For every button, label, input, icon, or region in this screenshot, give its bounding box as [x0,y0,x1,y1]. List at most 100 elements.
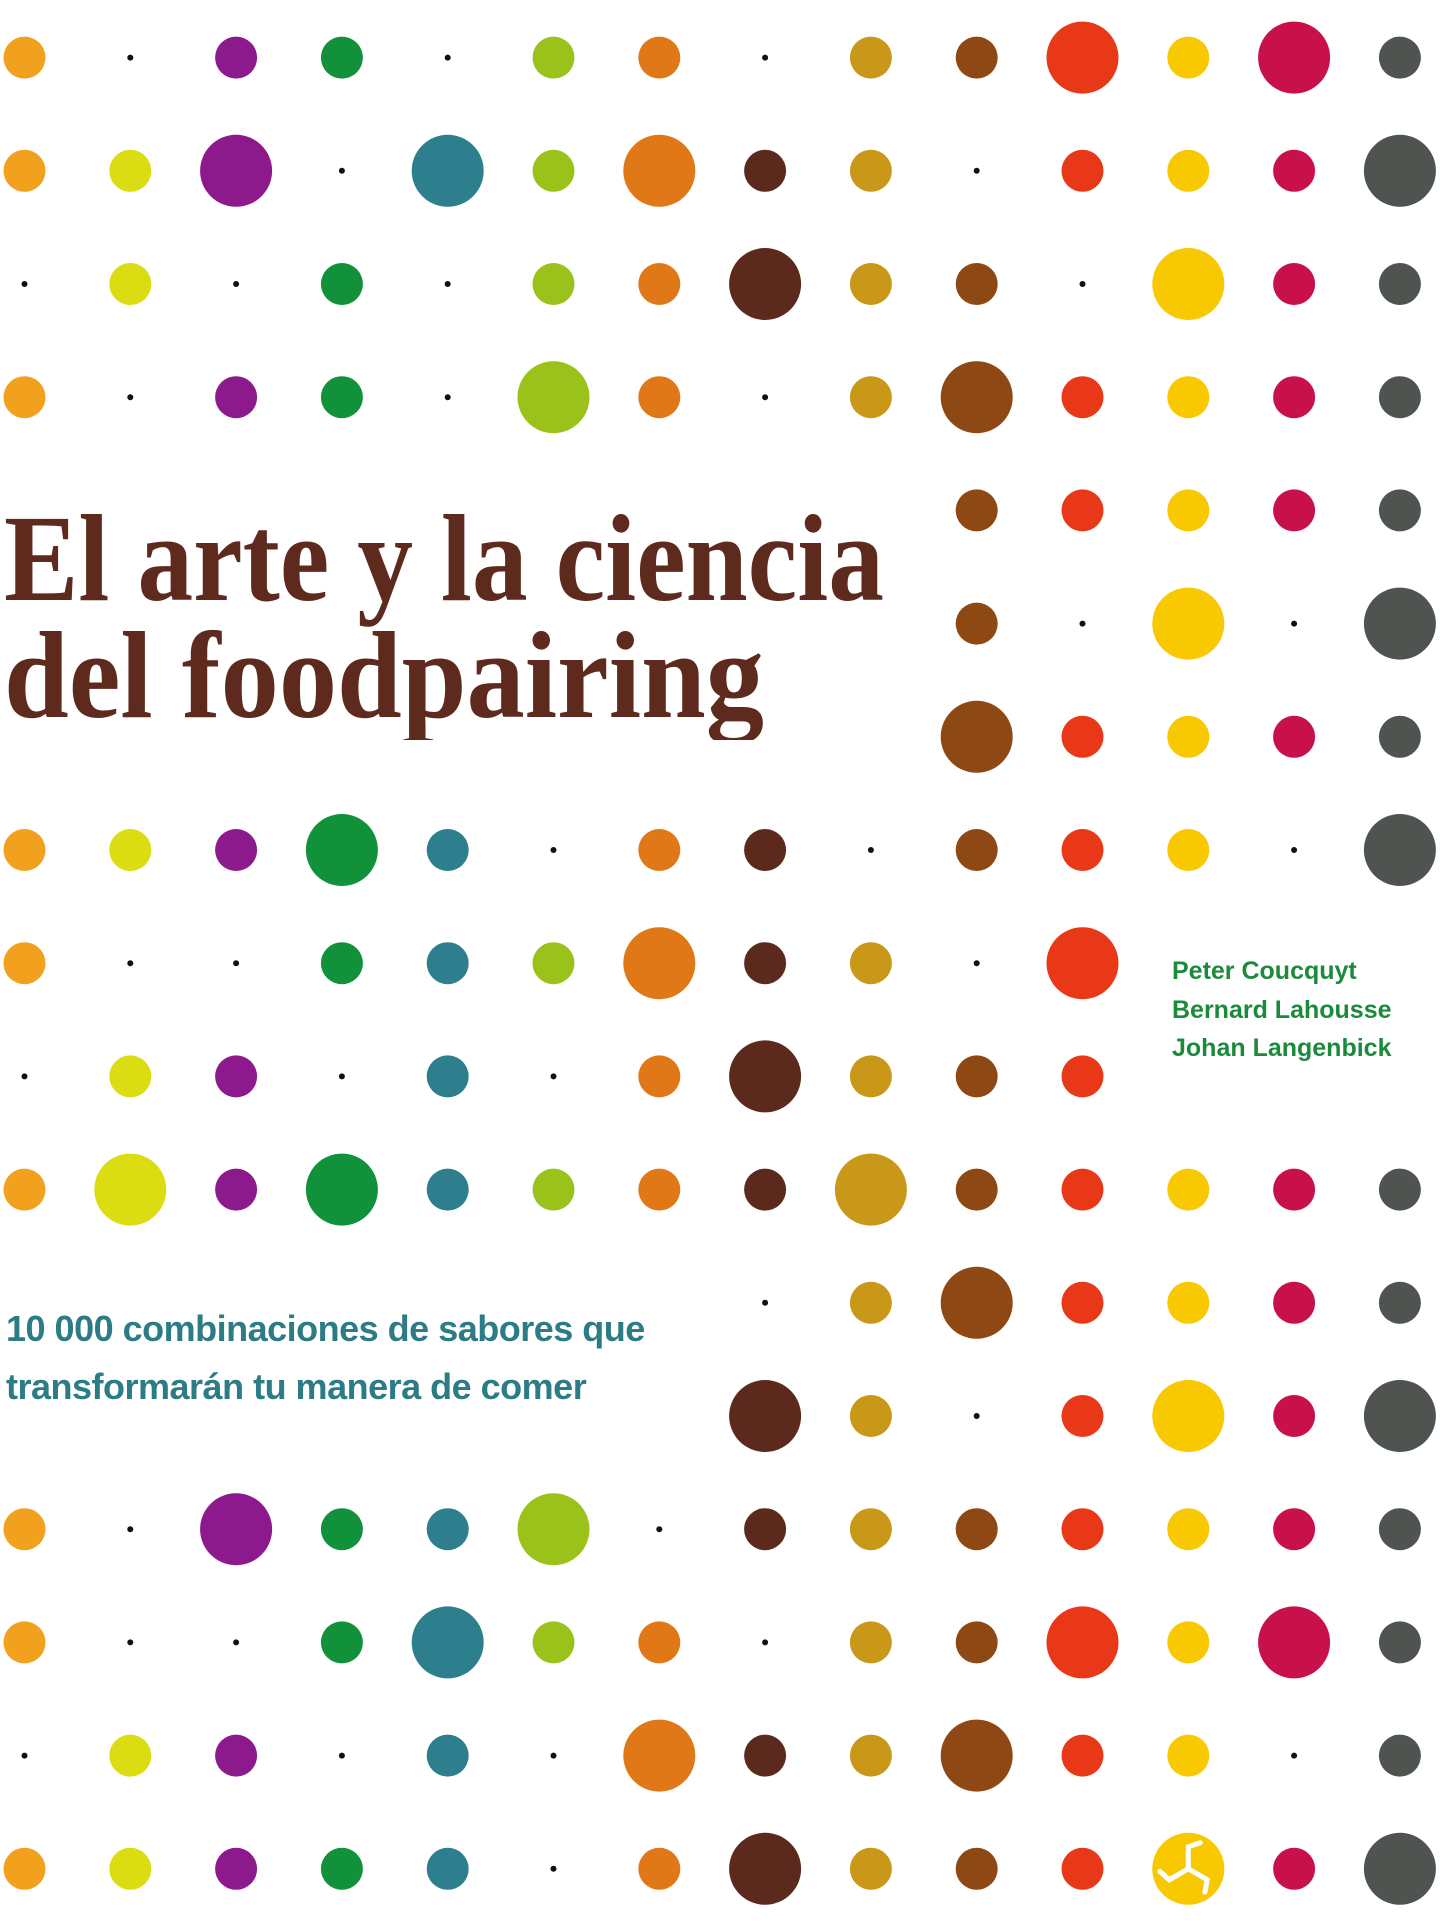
dot [729,1832,802,1905]
dot [1167,829,1210,871]
dot [320,942,363,985]
dot [426,1508,469,1551]
dot [638,1055,681,1098]
dot [1273,1168,1316,1211]
dot [338,1752,345,1759]
dot [21,1073,28,1080]
dot [109,1734,152,1777]
dot [744,942,787,985]
dot [1061,829,1104,871]
dot [762,54,769,61]
dot [426,829,469,871]
author-1: Peter Coucquyt [1172,957,1357,985]
dot [532,149,575,192]
dot [127,1526,134,1533]
dot [305,814,378,886]
dot [1061,1847,1104,1890]
dot [550,1865,557,1872]
dot [744,1168,787,1211]
dot [532,1621,575,1664]
dot [1258,21,1331,94]
dot [1061,1734,1104,1777]
dot [1061,149,1104,192]
dot [1378,1621,1421,1664]
dot [849,263,892,305]
dot [1167,149,1210,192]
dot [955,1055,998,1098]
dot [1273,1508,1316,1551]
dot [849,149,892,192]
dot [623,134,696,207]
dot [955,263,998,305]
dot [320,1847,363,1890]
dot [955,1508,998,1551]
dot [1167,1621,1210,1664]
dot [1378,489,1421,532]
title-line-2: del foodpairing [4,607,764,740]
dot [532,942,575,985]
dot [127,1639,134,1646]
authors: Peter Coucquyt Bernard Lahousse Johan La… [1172,952,1392,1068]
dot [109,263,152,305]
dot [1167,489,1210,532]
dot [21,1752,28,1759]
dot [1273,489,1316,532]
dot [233,960,240,967]
dot [1273,715,1316,758]
dot [532,36,575,79]
dot [1363,1832,1436,1905]
dot [849,1734,892,1777]
dot [21,281,28,287]
dot [3,1621,46,1664]
author-3: Johan Langenbick [1172,1034,1392,1062]
dot [955,1168,998,1211]
dot [1378,376,1421,419]
dot [744,149,787,192]
dot [215,1847,258,1890]
dot [1363,134,1436,207]
subtitle: 10 000 combinaciones de sabores que tran… [6,1300,645,1416]
dot [1079,620,1086,627]
dot [849,1508,892,1551]
dot [1061,1168,1104,1211]
dot [1152,248,1225,320]
dot [940,1266,1013,1339]
dot [411,1606,484,1679]
dot [320,376,363,419]
dot [1363,814,1436,886]
dot [233,1639,240,1646]
dot [1258,1606,1331,1679]
dot [849,36,892,79]
dot [1061,489,1104,532]
dot [849,376,892,419]
dot [1167,1508,1210,1551]
dot [3,376,46,419]
subtitle-line-1: 10 000 combinaciones de sabores que [6,1308,645,1349]
dot [1167,1281,1210,1324]
dot [1167,36,1210,79]
dot [517,361,590,434]
dot [623,1719,696,1792]
dot [867,847,874,853]
dot [940,700,1013,773]
dot [744,829,787,871]
dot [1167,1168,1210,1211]
dot [426,1734,469,1777]
dot [215,829,258,871]
dot [729,1040,802,1113]
dot [320,263,363,305]
dot [1273,263,1316,305]
dot [1378,1508,1421,1551]
dot [729,1380,802,1452]
triskelion-icon [1152,1832,1225,1905]
dot [973,1413,980,1419]
dot [444,394,451,401]
dot [338,167,345,174]
dot [426,1055,469,1098]
dot [3,149,46,192]
dot [638,1168,681,1211]
dot [1061,1281,1104,1324]
dot [1167,715,1210,758]
dot [127,394,134,401]
